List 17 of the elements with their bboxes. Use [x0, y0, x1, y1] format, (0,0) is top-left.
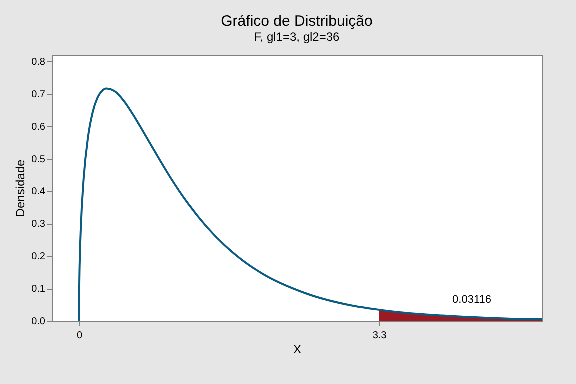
line-series [78, 88, 542, 321]
y-tick-label: 0.1 [32, 284, 46, 296]
annotation: 0.03116 [452, 294, 492, 306]
y-tick-label: 0.5 [32, 154, 46, 166]
y-tick-label: 0.6 [32, 122, 46, 133]
y-tick-label: 0.0 [32, 316, 46, 328]
x-tick-label: 0 [76, 330, 83, 342]
y-tick-label: 0.8 [32, 56, 46, 68]
y-tick-label: 0.3 [32, 219, 46, 230]
y-tick-label: 0.4 [32, 186, 46, 198]
x-axis-title: X [293, 342, 302, 356]
chart-title: Gráfico de Distribuição [221, 13, 373, 30]
y-tick-label: 0.7 [32, 89, 46, 100]
x-tick-label: 3.3 [372, 330, 388, 342]
y-tick-label: 0.2 [32, 252, 46, 263]
y-axis-title: Densidade [14, 159, 28, 218]
chart-subtitle: F, gl1=3, gl2=36 [254, 30, 340, 44]
